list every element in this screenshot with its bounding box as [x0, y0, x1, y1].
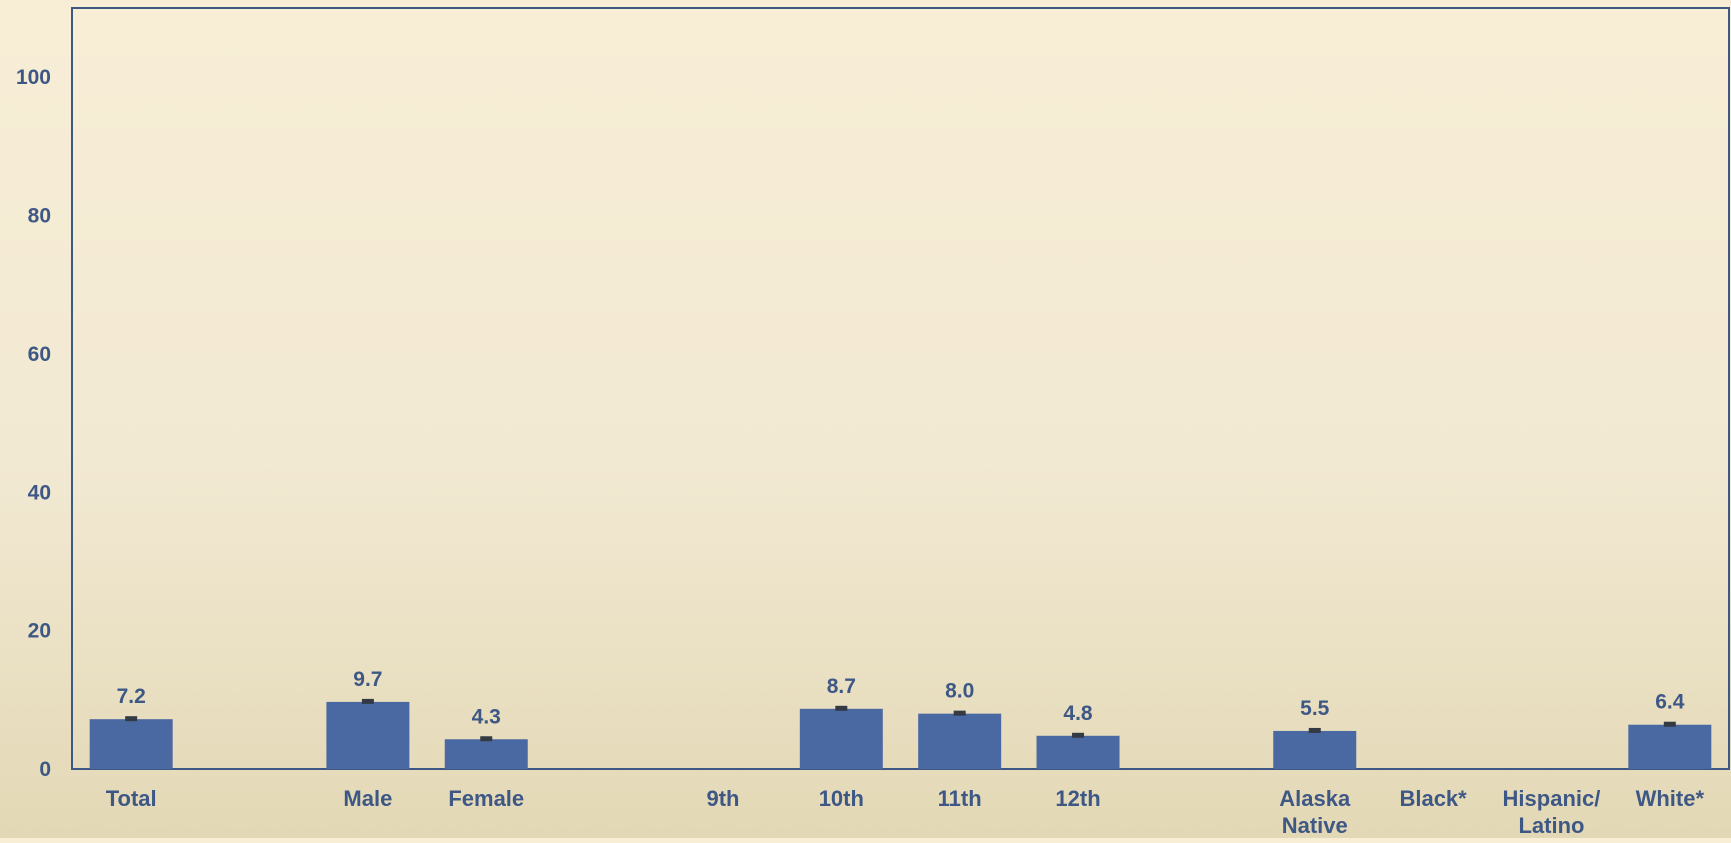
category-label: 11th — [938, 786, 982, 811]
y-tick-label: 0 — [39, 758, 51, 781]
category-label: Native — [1282, 813, 1348, 838]
labels: 0 20 40 60 80 100 7.2 Total 9.7 Male 4.3 Female 9th 8… — [16, 66, 1705, 838]
category-label: White* — [1636, 786, 1705, 811]
data-label: 9.7 — [353, 668, 382, 691]
category-label: Black* — [1399, 786, 1467, 811]
category-label: Male — [343, 786, 392, 811]
error-bar — [1072, 732, 1085, 738]
data-label: 6.4 — [1655, 691, 1685, 714]
bar — [1036, 735, 1120, 769]
y-tick-label: 20 — [28, 620, 51, 643]
error-bar — [480, 736, 493, 742]
y-tick-label: 60 — [28, 343, 51, 366]
y-tick-label: 100 — [16, 66, 51, 89]
category-label: 9th — [706, 786, 739, 811]
bar — [799, 708, 883, 769]
bar — [444, 739, 528, 769]
category-label: Female — [448, 786, 524, 811]
error-bar — [1308, 727, 1321, 733]
bar — [326, 701, 410, 769]
bars — [89, 698, 1712, 769]
data-label: 4.8 — [1063, 702, 1093, 725]
bar — [918, 713, 1002, 769]
y-tick-label: 40 — [28, 481, 51, 504]
category-label: Alaska — [1279, 786, 1351, 811]
y-tick-label: 80 — [28, 205, 51, 228]
category-label: Hispanic/ — [1503, 786, 1601, 811]
category-label: Total — [106, 786, 157, 811]
bar — [1628, 724, 1712, 769]
error-bar — [953, 710, 966, 716]
error-bar — [835, 705, 848, 711]
data-label: 4.3 — [472, 705, 501, 728]
plot-frame — [71, 7, 1730, 770]
data-label: 8.0 — [945, 680, 974, 703]
data-label: 8.7 — [827, 675, 856, 698]
data-label: 5.5 — [1300, 697, 1330, 720]
category-label: 10th — [819, 786, 864, 811]
axes — [71, 7, 1730, 770]
error-bar — [361, 698, 374, 704]
data-label: 7.2 — [117, 685, 146, 708]
category-label: Latino — [1518, 813, 1584, 838]
error-bar — [1663, 721, 1676, 727]
bar — [1273, 730, 1357, 769]
bar — [89, 719, 173, 769]
category-label: 12th — [1055, 786, 1100, 811]
error-bar — [125, 716, 138, 722]
